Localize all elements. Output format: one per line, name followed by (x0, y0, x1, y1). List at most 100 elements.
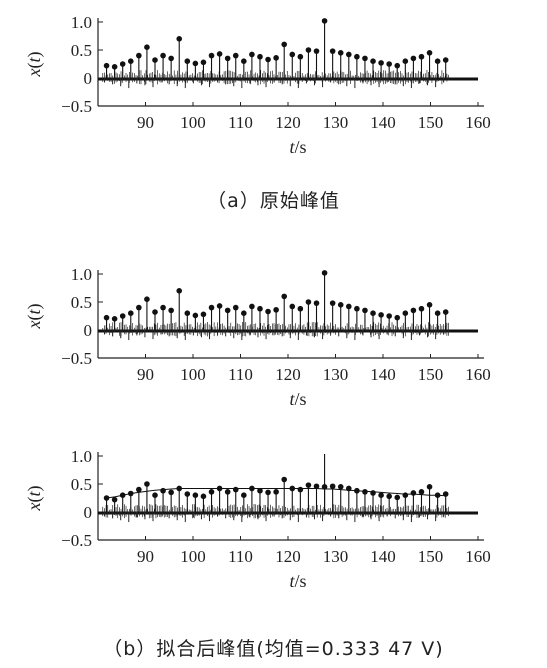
x-tick-label: 160 (465, 547, 491, 566)
peak-point (434, 310, 441, 316)
peak-point (354, 305, 360, 312)
y-tick-label: 0.5 (71, 293, 92, 312)
peak-point (346, 51, 352, 58)
peak-point (394, 494, 401, 501)
peak-point (257, 53, 263, 60)
peak-point (184, 491, 191, 497)
peak-point (144, 44, 150, 50)
caption-a: （a）原始峰值 (207, 190, 340, 212)
peak-point (103, 314, 110, 321)
chart-a-svg: 1.0 0.5 0 −0.5 90 100 110 120 130 140 150 160 t/s x(t… (24, 13, 491, 157)
peak-point (257, 305, 263, 312)
peak-point (192, 312, 199, 319)
peak-point (152, 309, 158, 315)
peak-point (136, 486, 142, 493)
peak-point (216, 51, 223, 57)
peak-point (144, 481, 150, 487)
peak-point (370, 310, 376, 316)
peak-point (136, 52, 142, 59)
peak-point (313, 300, 320, 306)
y-tick-label: 1.0 (71, 13, 92, 32)
peak-point (289, 51, 296, 58)
peak-point (370, 58, 376, 64)
peak-point (297, 305, 304, 312)
peak-point (273, 307, 279, 313)
peak-point (184, 58, 191, 64)
peak-point (111, 496, 118, 503)
x-tick-label: 150 (418, 547, 444, 566)
peak-point (119, 313, 126, 319)
peak-point (232, 304, 239, 311)
chart-b-top-svg: 1.0 0.5 0 −0.5 90 100 110 120 130 140 150 160 t/s x(t… (24, 265, 491, 409)
peak-point (119, 61, 126, 67)
peak-point (337, 50, 344, 56)
fit-curve (106, 488, 446, 499)
peak-point (386, 313, 392, 319)
peak-point (111, 316, 118, 322)
peak-point (362, 55, 368, 62)
peak-point (442, 57, 449, 63)
y-tick-label: 0 (84, 321, 93, 340)
y-tick-label: 0 (84, 69, 93, 88)
peak-point (168, 55, 174, 62)
peak-point (160, 52, 166, 59)
peak-point (241, 310, 247, 316)
peak-point (111, 64, 118, 70)
peak-point (192, 492, 199, 498)
x-axis-label: t/s (289, 389, 306, 409)
peak-point (346, 303, 352, 310)
peak-point (386, 493, 392, 500)
peak-point (168, 489, 174, 496)
peak-point (200, 493, 207, 500)
peak-point (265, 489, 271, 496)
peak-point (184, 310, 191, 316)
y-tick-label: −0.5 (61, 349, 92, 368)
peak-point (434, 58, 441, 64)
x-tick-label: 140 (370, 113, 396, 132)
peak-point (152, 57, 158, 63)
peak-point (273, 55, 279, 61)
peak-point (208, 304, 215, 311)
peak-point (192, 60, 199, 67)
peak-point (337, 302, 344, 308)
x-tick-label: 120 (275, 113, 301, 132)
x-axis-label: t/s (289, 571, 306, 591)
peak-point (426, 50, 433, 56)
peak-point (224, 489, 231, 495)
peak-point (127, 58, 134, 64)
peak-point (224, 307, 231, 314)
peak-point (329, 483, 336, 490)
peak-point (265, 56, 271, 63)
x-tick-label: 110 (228, 365, 253, 384)
peak-point (362, 489, 368, 495)
peak-point (200, 59, 207, 66)
peak-point (136, 304, 142, 311)
x-tick-label: 140 (370, 547, 396, 566)
peak-point (208, 52, 215, 59)
peak-point (232, 52, 239, 59)
peak-point (386, 61, 392, 67)
y-tick-label: 1.0 (71, 265, 92, 284)
chart-b-top: 1.0 0.5 0 −0.5 90 100 110 120 130 140 150 160 t/s x(t… (0, 252, 547, 422)
peak-point (241, 492, 247, 498)
peak-point (402, 310, 409, 316)
peak-point (410, 55, 417, 62)
peak-point (402, 492, 409, 498)
peak-point (176, 36, 183, 42)
peak-point (224, 55, 231, 62)
peak-point (281, 41, 288, 48)
peak-point (232, 486, 239, 493)
peak-point (281, 476, 288, 483)
peak-point (305, 482, 312, 488)
y-axis-label: x(t) (24, 51, 45, 77)
peak-point (289, 303, 296, 310)
peak-point (273, 489, 279, 495)
peak-point (257, 487, 263, 494)
x-tick-label: 130 (323, 113, 349, 132)
peak-point (426, 302, 433, 308)
peak-point (418, 305, 425, 312)
peak-point (216, 303, 223, 309)
x-tick-label: 130 (323, 547, 349, 566)
peak-point (127, 310, 134, 316)
peak-point (144, 296, 150, 302)
